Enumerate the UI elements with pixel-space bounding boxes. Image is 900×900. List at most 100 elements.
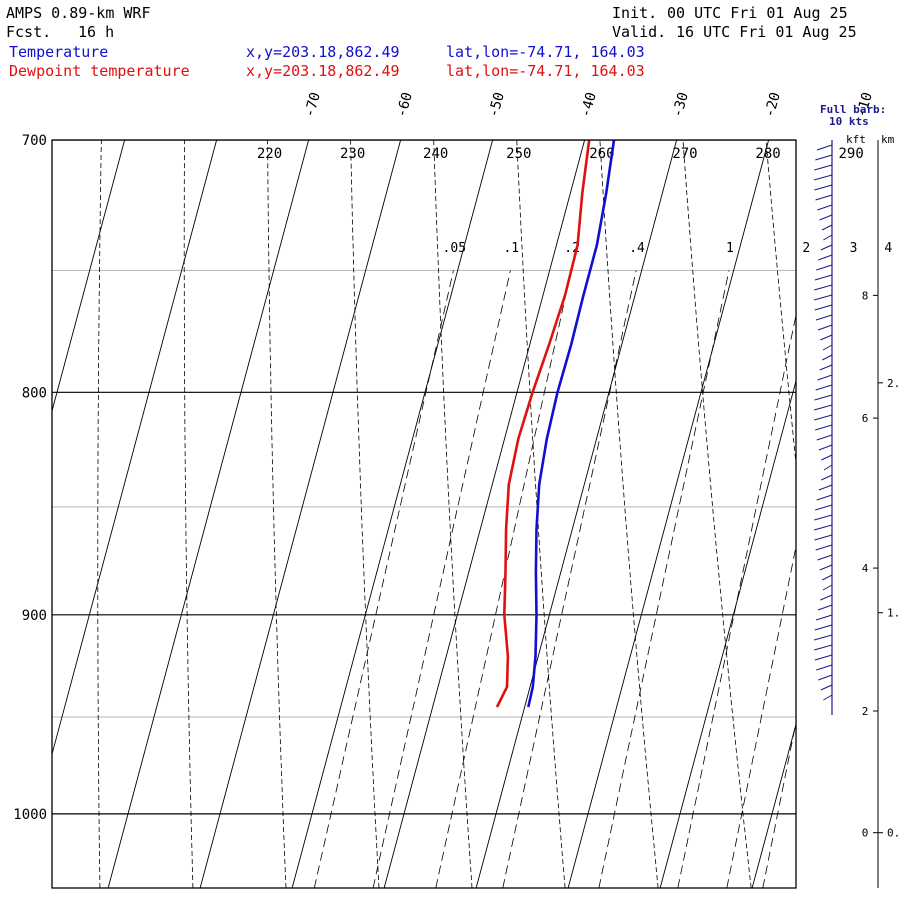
wind-barb <box>822 574 833 581</box>
wind-barb <box>820 594 833 601</box>
kft-label-6: 6 <box>862 412 869 425</box>
adiabat-label-290: 290 <box>838 146 863 162</box>
pressure-label-800: 800 <box>22 385 47 401</box>
mixing-ratio-line-4 <box>762 720 796 888</box>
adiabat-label-270: 270 <box>672 146 697 162</box>
temp-label--30: -30 <box>670 91 692 120</box>
wind-barb <box>815 194 833 201</box>
kft-label-2: 2 <box>862 705 869 718</box>
wind-barb <box>816 144 833 151</box>
wind-barb <box>819 214 833 221</box>
model-title: AMPS 0.89-km WRF <box>6 4 151 22</box>
mixing-ratio-line-.4 <box>502 270 637 888</box>
mixing-ratio-label-1: 1 <box>726 241 734 256</box>
wind-barb <box>813 174 833 181</box>
wind-barb <box>818 484 833 491</box>
wind-barb <box>815 314 833 321</box>
wind-barb <box>821 454 833 461</box>
dewpoint-profile <box>495 140 591 708</box>
grid-labels: 7008009001000-70-60-50-40-30-20-10022023… <box>13 91 892 823</box>
wind-barb <box>820 684 833 691</box>
isotherm--20 <box>567 140 770 888</box>
wind-barb <box>821 224 833 231</box>
wind-barb <box>814 164 833 171</box>
kft-unit-label: kft <box>846 133 866 146</box>
wind-barb <box>816 494 833 501</box>
legend-dewpoint-xy: x,y=203.18,862.49 <box>246 62 400 80</box>
wind-barb <box>819 564 833 571</box>
isotherm--10 <box>659 379 796 888</box>
mixing-ratio-label-2: 2 <box>802 241 810 256</box>
isotherm--70 <box>107 140 310 888</box>
mixing-ratio-line-2 <box>677 313 796 888</box>
mixing-ratio-line-10 <box>885 270 900 888</box>
legend-temperature-name: Temperature <box>9 43 108 61</box>
wind-barb <box>815 424 833 431</box>
wind-barb <box>814 394 833 401</box>
wind-barb <box>818 444 833 451</box>
mixing-ratio-line-1 <box>598 270 730 888</box>
wind-barb <box>814 654 833 661</box>
wind-barb <box>815 384 833 391</box>
wind-barb <box>814 184 833 191</box>
km-label-2.: 2. <box>887 377 900 390</box>
mixing-ratio-label-3: 3 <box>850 241 858 256</box>
wind-barb <box>817 204 833 211</box>
legend-dewpoint-name: Dewpoint temperature <box>9 62 190 80</box>
mixing-ratio-line-6 <box>816 270 900 888</box>
isotherm--100 <box>0 140 33 888</box>
wind-barb <box>823 464 833 471</box>
wind-barb <box>813 524 833 531</box>
dry-adiabat-270 <box>682 140 752 888</box>
barb-key-line1: Full barb: <box>820 103 886 116</box>
wind-barb <box>814 624 833 631</box>
wind-barb <box>815 544 833 551</box>
km-label-0.: 0. <box>887 827 900 840</box>
isotherm--50 <box>291 140 494 888</box>
adiabat-label-280: 280 <box>755 146 780 162</box>
adiabat-label-240: 240 <box>423 146 448 162</box>
temp-label--60: -60 <box>394 91 416 120</box>
adiabat-label-230: 230 <box>340 146 365 162</box>
dry-adiabat-240 <box>433 140 473 888</box>
wind-barb <box>819 364 833 371</box>
legend-temperature-xy: x,y=203.18,862.49 <box>246 43 400 61</box>
wind-barb <box>814 514 833 521</box>
wind-barb <box>823 694 833 701</box>
isotherm--30 <box>475 140 678 888</box>
height-and-wind-column: 0 2 4 6 8 0. 1. 2. <box>813 140 900 888</box>
wind-barb <box>814 304 833 311</box>
kft-label-8: 8 <box>862 289 869 302</box>
temp-label--20: -20 <box>762 91 784 120</box>
wind-barb <box>817 374 833 381</box>
dry-adiabat-280 <box>765 140 796 468</box>
dry-adiabat-250 <box>516 140 566 888</box>
plot-frame <box>51 139 797 889</box>
km-label-1.: 1. <box>887 607 900 620</box>
legend-temperature-latlon: lat,lon=-74.71, 164.03 <box>446 43 645 61</box>
fcst-value: 16 h <box>78 23 114 41</box>
pressure-label-900: 900 <box>22 608 47 624</box>
isotherm--40 <box>383 140 586 888</box>
wind-barb <box>818 674 833 681</box>
wind-barb <box>815 614 833 621</box>
wind-barb <box>822 344 833 351</box>
wind-barb <box>821 474 833 481</box>
wind-barb <box>820 244 833 251</box>
pressure-label-1000: 1000 <box>13 807 47 823</box>
wind-barb <box>817 604 833 611</box>
wind-barb <box>817 324 833 331</box>
mixing-ratio-label-4: 4 <box>884 241 892 256</box>
wind-barb <box>815 154 833 161</box>
kft-label-0: 0 <box>862 827 869 840</box>
wind-barb <box>823 234 833 241</box>
mixing-ratio-label-.05: .05 <box>443 241 466 256</box>
wind-barb <box>816 664 833 671</box>
init-value: 00 UTC Fri 01 Aug 25 <box>667 4 848 22</box>
isotherm--60 <box>199 140 402 888</box>
valid-value: 16 UTC Fri 01 Aug 25 <box>676 23 857 41</box>
mixing-ratio-line-.1 <box>372 270 511 888</box>
dry-adiabat-260 <box>599 140 659 888</box>
wind-barb <box>813 284 833 291</box>
